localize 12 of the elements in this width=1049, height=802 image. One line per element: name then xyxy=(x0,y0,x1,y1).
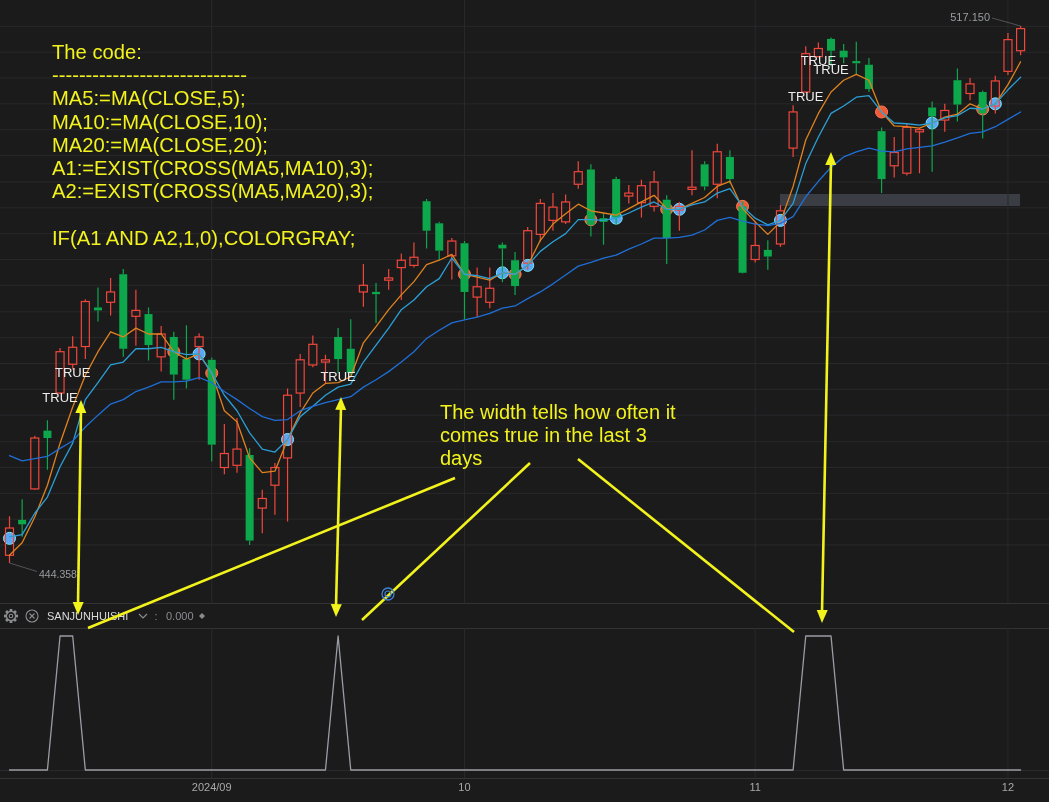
x-tick-label: 10 xyxy=(458,781,471,793)
text: TRUE xyxy=(788,88,824,104)
text: TRUE xyxy=(42,389,78,405)
text: : xyxy=(154,610,158,622)
text: 517.150 xyxy=(950,11,990,23)
text: 0.000 xyxy=(166,610,194,622)
x-tick-label: 12 xyxy=(1001,781,1015,793)
text: The code: ----------------------------- MA5:=MA(CLOSE,5); MA10:=MA(CLOSE,10); MA20:=MA(CLOSE,20); A1:=EXIST(CROSS(MA5,MA10),3); A2:=EXIST(CROSS(MA5,MA20),3); IF(A1 AND A2,1,0),COLORGRAY; xyxy=(52,41,374,249)
x-tick-label: 2024/09 xyxy=(191,781,232,793)
text: 444.358 xyxy=(39,568,78,580)
x-tick-label: 11 xyxy=(749,781,761,793)
annotation: The width tells how often it comes true in the last 3 days xyxy=(440,401,677,469)
